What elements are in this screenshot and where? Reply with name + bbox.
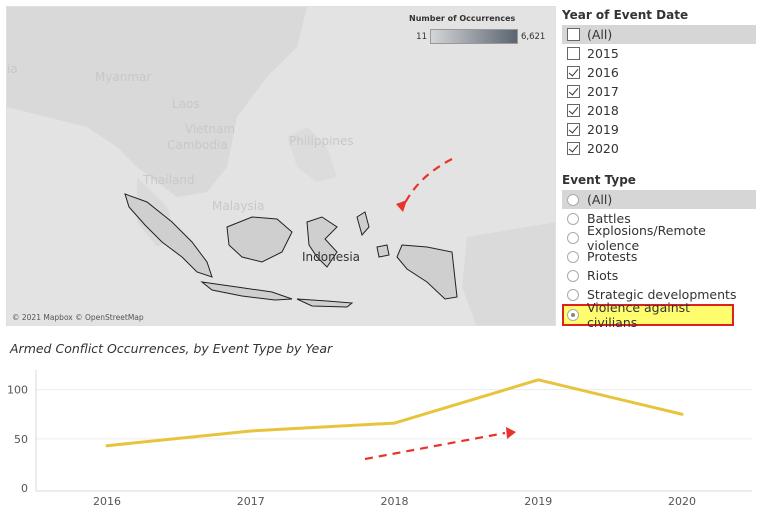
radio-button[interactable] bbox=[567, 231, 579, 244]
x-tick-label: 2019 bbox=[524, 495, 552, 508]
event-type-option-label: Protests bbox=[587, 249, 638, 264]
data-point bbox=[105, 444, 109, 448]
event-type-option-explosions-remote-violence[interactable]: Explosions/Remote violence bbox=[562, 223, 756, 253]
event-type-option-label: Explosions/Remote violence bbox=[587, 222, 706, 253]
x-tick-label: 2016 bbox=[93, 495, 121, 508]
radio-button[interactable] bbox=[567, 250, 579, 263]
year-option-label: 2015 bbox=[587, 46, 619, 61]
annotation-arrow-chart bbox=[364, 431, 506, 461]
y-tick-label: 0 bbox=[21, 482, 28, 495]
data-point bbox=[393, 421, 396, 425]
event-type-option-label: Battles bbox=[587, 211, 631, 226]
year-option-2016[interactable]: 2016 bbox=[562, 63, 756, 82]
year-option-2019[interactable]: 2019 bbox=[562, 120, 756, 139]
country-label: ia bbox=[7, 62, 18, 76]
checkbox[interactable] bbox=[567, 142, 580, 155]
year-filter-title: Year of Event Date bbox=[562, 8, 689, 22]
event-type-option-violence-against-civilians[interactable]: Violence against civilians bbox=[562, 300, 734, 330]
event-type-option-riots[interactable]: Riots bbox=[562, 266, 756, 285]
year-option-label: 2018 bbox=[587, 103, 619, 118]
legend-min: 11 bbox=[416, 31, 427, 42]
country-label: Philippines bbox=[289, 134, 354, 148]
chart-title: Armed Conflict Occurrences, by Event Typ… bbox=[10, 341, 333, 356]
y-tick-label: 50 bbox=[14, 433, 28, 446]
indonesia-region[interactable] bbox=[124, 193, 458, 308]
line-chart: 0 50 100 2016 2017 2018 2019 2020 bbox=[7, 370, 752, 508]
y-tick-label: 100 bbox=[7, 384, 28, 397]
year-option-label: 2017 bbox=[587, 84, 619, 99]
country-label: Vietnam bbox=[185, 122, 236, 136]
legend-max: 6,621 bbox=[521, 31, 546, 42]
event-type-option-label: (All) bbox=[587, 192, 613, 207]
legend-gradient bbox=[430, 29, 518, 44]
checkbox[interactable] bbox=[567, 123, 580, 136]
country-label: Cambodia bbox=[167, 138, 228, 152]
color-legend: Number of Occurrences 11 6,621 bbox=[407, 14, 552, 44]
year-option-label: 2019 bbox=[587, 122, 619, 137]
event-type-option-label: Riots bbox=[587, 268, 619, 283]
year-option-all[interactable]: (All) bbox=[562, 25, 756, 44]
event-type-option-label: Violence against civilians bbox=[587, 300, 691, 330]
country-label: Laos bbox=[172, 97, 200, 111]
filters-panel: Year of Event Date (All) 2015 2016 2017 2018… bbox=[562, 5, 756, 330]
x-tick-label: 2017 bbox=[237, 495, 265, 508]
event-type-filter-title: Event Type bbox=[562, 173, 636, 187]
country-label-indonesia: Indonesia bbox=[302, 250, 361, 264]
data-point bbox=[536, 378, 540, 382]
event-type-option-protests[interactable]: Protests bbox=[562, 247, 756, 266]
radio-button[interactable] bbox=[567, 269, 579, 282]
event-type-filter-list: (All) Battles Explosions/Remote violence Pr… bbox=[562, 190, 756, 330]
checkbox[interactable] bbox=[567, 85, 580, 98]
country-label: Malaysia bbox=[212, 199, 265, 213]
event-type-option-battles[interactable]: Battles bbox=[562, 209, 756, 228]
map-basemap bbox=[7, 7, 555, 325]
year-option-label: 2016 bbox=[587, 65, 619, 80]
data-point bbox=[249, 429, 253, 433]
country-label: Myanmar bbox=[95, 70, 152, 84]
year-option-label: 2020 bbox=[587, 141, 619, 156]
annotation-arrow-map bbox=[396, 158, 453, 212]
year-option-2015[interactable]: 2015 bbox=[562, 44, 756, 63]
year-option-2018[interactable]: 2018 bbox=[562, 101, 756, 120]
event-type-option-all[interactable]: (All) bbox=[562, 190, 756, 209]
checkbox[interactable] bbox=[567, 104, 580, 117]
radio-button[interactable] bbox=[567, 309, 579, 321]
year-filter-list: (All) 2015 2016 2017 2018 2019 2020 bbox=[562, 25, 756, 158]
event-type-option-label: Strategic developments bbox=[587, 287, 737, 302]
map-view[interactable]: ia Myanmar Laos Vietnam Cambodia Philipp… bbox=[6, 6, 556, 326]
year-option-label: (All) bbox=[587, 27, 613, 42]
legend-title: Number of Occurrences bbox=[409, 14, 516, 23]
checkbox[interactable] bbox=[567, 28, 580, 41]
year-option-2020[interactable]: 2020 bbox=[562, 139, 756, 158]
country-label: Thailand bbox=[143, 173, 195, 187]
checkbox[interactable] bbox=[567, 66, 580, 79]
annotation-arrowhead bbox=[506, 427, 516, 439]
radio-button[interactable] bbox=[567, 212, 579, 225]
year-option-2017[interactable]: 2017 bbox=[562, 82, 756, 101]
map-attribution: © 2021 Mapbox © OpenStreetMap bbox=[12, 313, 144, 322]
event-type-option-strategic-developments[interactable]: Strategic developments bbox=[562, 285, 756, 304]
checkbox[interactable] bbox=[567, 47, 580, 60]
x-tick-label: 2020 bbox=[668, 495, 696, 508]
data-point bbox=[680, 412, 684, 416]
radio-button[interactable] bbox=[567, 288, 579, 301]
x-tick-label: 2018 bbox=[381, 495, 409, 508]
radio-button[interactable] bbox=[567, 193, 579, 206]
